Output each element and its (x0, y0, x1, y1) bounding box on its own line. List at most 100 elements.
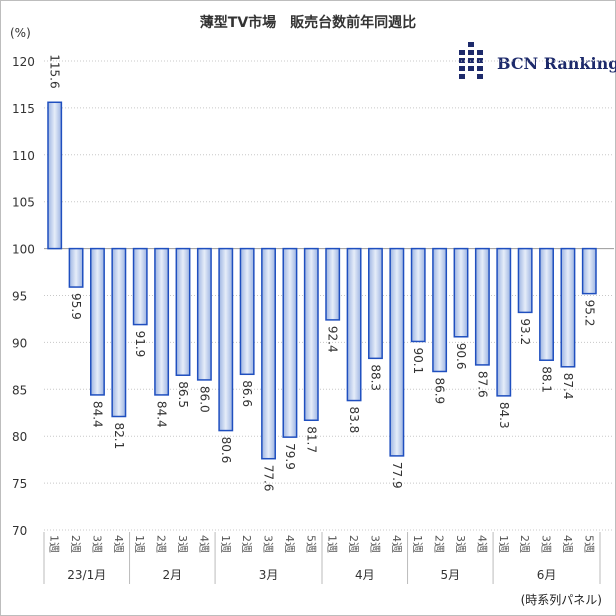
data-label: 84.3 (497, 402, 511, 429)
x-tick-label: 1週 (219, 535, 232, 553)
group-label: 4月 (355, 568, 375, 582)
bar (368, 247, 383, 360)
data-label: 90.1 (411, 347, 425, 374)
y-tick-label: 90 (12, 336, 27, 350)
bar (111, 247, 127, 418)
x-tick-label: 4週 (475, 535, 488, 553)
bar (517, 247, 533, 314)
group-label: 5月 (440, 568, 460, 582)
bar (196, 247, 212, 381)
bar (303, 247, 319, 422)
data-label: 86.0 (197, 386, 211, 413)
x-tick-label: 2週 (155, 535, 168, 553)
y-tick-label: 85 (12, 383, 27, 397)
data-label: 86.5 (176, 381, 190, 408)
x-tick-label: 5週 (582, 535, 595, 553)
data-label: 93.2 (518, 318, 532, 345)
y-tick-label: 110 (12, 149, 35, 163)
bar (560, 247, 576, 368)
bar (410, 247, 426, 343)
bar (539, 247, 554, 361)
x-tick-label: 2週 (518, 535, 531, 553)
x-tick-label: 3週 (540, 535, 553, 553)
data-label: 87.6 (475, 371, 489, 398)
x-tick-label: 3週 (454, 535, 467, 553)
x-tick-label: 1週 (133, 535, 146, 553)
x-tick-label: 3週 (90, 535, 103, 553)
group-label: 23/1月 (67, 568, 106, 582)
y-tick-label: 100 (12, 243, 35, 257)
data-label: 88.1 (540, 366, 554, 393)
x-tick-label: 3週 (368, 535, 381, 553)
bar (68, 247, 84, 288)
bar (154, 247, 170, 396)
bar (218, 247, 234, 432)
x-tick-label: 3週 (262, 535, 275, 553)
x-tick-label: 1週 (48, 535, 61, 553)
data-label: 84.4 (155, 401, 169, 428)
y-tick-label: 120 (12, 55, 35, 69)
group-label: 6月 (537, 568, 557, 582)
x-tick-label: 4週 (561, 535, 574, 553)
group-label: 3月 (259, 568, 279, 582)
x-tick-label: 3週 (176, 535, 189, 553)
y-axis-unit: (%) (10, 26, 31, 40)
x-tick-label: 1週 (326, 535, 339, 553)
y-tick-label: 80 (12, 430, 27, 444)
bar (282, 247, 298, 438)
x-tick-label: 4週 (197, 535, 210, 553)
logo-text: BCN Ranking (497, 54, 616, 73)
data-label: 83.8 (347, 407, 361, 434)
data-label: 82.1 (112, 423, 126, 450)
x-tick-label: 4週 (112, 535, 125, 553)
data-label: 80.6 (219, 437, 233, 464)
data-label: 115.6 (48, 54, 62, 88)
group-label: 2月 (162, 568, 182, 582)
bar (389, 247, 405, 457)
x-tick-label: 4週 (390, 535, 403, 553)
data-label: 86.6 (240, 380, 254, 407)
bar (346, 247, 362, 402)
x-tick-label: 4週 (283, 535, 296, 553)
footnote: (時系列パネル) (520, 593, 602, 607)
data-label: 95.9 (69, 293, 83, 320)
bar (175, 247, 191, 376)
x-tick-label: 1週 (497, 535, 510, 553)
data-label: 90.6 (454, 343, 468, 370)
x-tick-label: 2週 (433, 535, 446, 553)
x-tick-label: 1週 (411, 535, 424, 553)
data-label: 92.4 (326, 326, 340, 353)
bar (47, 101, 63, 250)
y-tick-label: 95 (12, 290, 27, 304)
data-label: 88.3 (368, 364, 382, 391)
data-label: 91.9 (133, 331, 147, 358)
bar (239, 247, 255, 376)
bar (474, 247, 490, 366)
bar (90, 247, 105, 396)
bar (453, 247, 469, 338)
data-label: 77.9 (390, 462, 404, 489)
chart-title: 薄型TV市場 販売台数前年同週比 (199, 15, 417, 31)
y-tick-label: 105 (12, 196, 35, 210)
data-label: 84.4 (90, 401, 104, 428)
bar (261, 247, 276, 460)
y-tick-label: 70 (12, 524, 27, 538)
data-label: 77.6 (262, 465, 276, 492)
bar (581, 247, 597, 295)
x-tick-label: 5週 (304, 535, 317, 553)
bar (325, 247, 341, 321)
data-label: 87.4 (561, 373, 575, 400)
bar (132, 247, 148, 326)
y-tick-label: 75 (12, 477, 27, 491)
x-tick-label: 2週 (240, 535, 253, 553)
bar (496, 247, 512, 397)
y-tick-label: 115 (12, 102, 35, 116)
data-label: 81.7 (304, 426, 318, 453)
data-label: 79.9 (283, 443, 297, 470)
data-label: 86.9 (433, 377, 447, 404)
bar (432, 247, 448, 373)
x-tick-label: 2週 (347, 535, 360, 553)
data-label: 95.2 (582, 300, 596, 327)
x-tick-label: 2週 (69, 535, 82, 553)
